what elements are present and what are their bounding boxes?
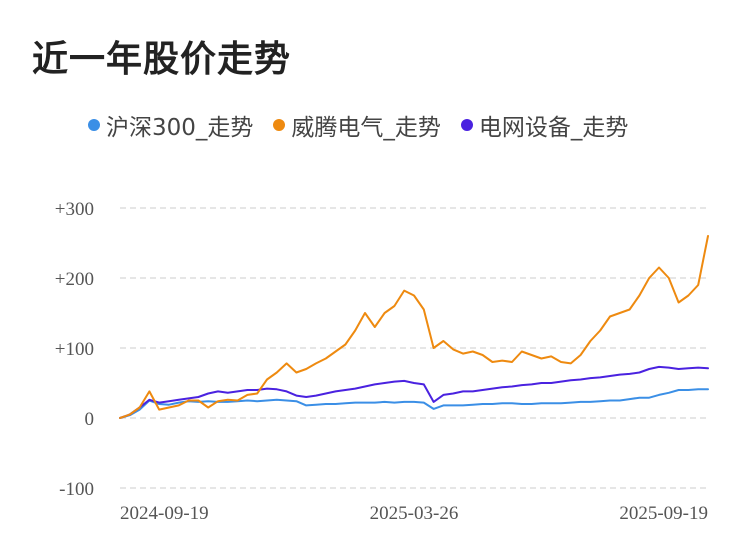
- y-tick-label: +100: [55, 339, 94, 360]
- legend-item-weiteng[interactable]: 威腾电气_走势: [273, 108, 441, 142]
- legend-dot-grid-equipment: [460, 119, 473, 131]
- legend: 沪深300_走势 威腾电气_走势 电网设备_走势: [88, 108, 648, 142]
- x-tick-label: 2024-09-19: [120, 503, 209, 524]
- y-tick-label: 0: [85, 409, 95, 430]
- legend-label-hs300: 沪深300_走势: [106, 115, 254, 141]
- legend-label-grid-equipment: 电网设备_走势: [478, 115, 629, 141]
- series-line-2: [119, 365, 709, 419]
- y-tick-label: +300: [55, 199, 94, 220]
- legend-item-grid-equipment[interactable]: 电网设备_走势: [460, 108, 629, 142]
- y-tick-label: -100: [59, 479, 94, 500]
- legend-dot-weiteng: [273, 119, 286, 131]
- legend-item-hs300[interactable]: 沪深300_走势: [88, 108, 253, 142]
- chart-title: 近一年股价走势: [32, 39, 292, 80]
- series-line-1: [119, 235, 709, 419]
- x-tick-label: 2025-03-26: [370, 503, 459, 524]
- legend-dot-hs300: [88, 119, 100, 131]
- legend-label-weiteng: 威腾电气_走势: [291, 115, 441, 141]
- y-tick-label: +200: [55, 269, 94, 290]
- x-tick-label: 2025-09-19: [619, 503, 708, 524]
